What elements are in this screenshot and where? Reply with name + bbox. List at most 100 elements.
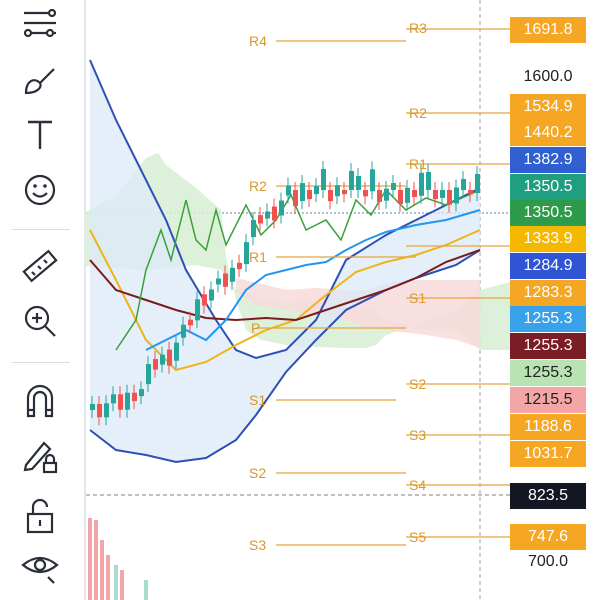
candle	[279, 200, 284, 216]
text-tool-icon	[28, 120, 52, 149]
price-axis-label: 1600.0	[523, 68, 573, 85]
pivot-label: S5	[409, 529, 427, 545]
ruler-tool-icon	[22, 249, 58, 283]
chart-canvas[interactable]	[86, 0, 600, 600]
current-price-tag: 823.5	[510, 483, 586, 509]
candle	[356, 176, 361, 190]
trend-line-tool-button[interactable]	[12, 2, 68, 46]
price-tag: 1283.3	[510, 280, 586, 306]
pivot-label: S2	[409, 376, 427, 392]
price-tag: 1350.5	[510, 200, 586, 226]
price-tag: 1255.3	[510, 333, 586, 359]
candle	[440, 189, 445, 198]
candle	[293, 190, 298, 207]
hide-drawings-tool-icon	[21, 556, 59, 584]
price-tag: 1534.9	[510, 94, 586, 120]
candle	[125, 392, 130, 410]
unlock-tool-icon	[26, 498, 54, 534]
pivot-label: R1	[409, 156, 427, 172]
candle	[146, 364, 151, 385]
pivot-label: S1	[409, 290, 427, 306]
candle	[447, 190, 452, 205]
candle	[426, 172, 431, 190]
candle	[188, 319, 193, 326]
candle	[258, 215, 263, 224]
candle	[370, 169, 375, 192]
price-tag: 747.6	[510, 524, 586, 550]
candle	[160, 354, 165, 365]
candle	[174, 342, 179, 361]
candle	[167, 349, 172, 366]
price-axis-label: 700.0	[527, 553, 569, 570]
candle	[223, 273, 228, 287]
pivot-label: P	[251, 320, 261, 336]
candle	[265, 211, 270, 219]
candle	[468, 190, 473, 195]
candle	[307, 190, 312, 200]
candle	[272, 206, 277, 221]
candle	[335, 185, 340, 197]
candle	[363, 190, 368, 197]
hide-drawings-tool-button[interactable]	[12, 545, 68, 589]
pivot-label: R2	[409, 105, 427, 121]
candle	[398, 190, 403, 204]
magnet-tool-icon	[26, 384, 54, 418]
zoom-in-tool-icon	[24, 305, 56, 337]
pivot-label: R1	[249, 249, 267, 265]
emoji-tool-icon	[24, 174, 56, 206]
candle	[118, 394, 123, 410]
candle	[237, 262, 242, 270]
candle	[454, 187, 459, 204]
pivot-label: S1	[249, 392, 267, 408]
price-tag: 1215.5	[510, 387, 586, 413]
pivot-label: S3	[409, 427, 427, 443]
magnet-tool-button[interactable]	[12, 378, 68, 422]
candle	[195, 299, 200, 321]
candle	[139, 389, 144, 397]
price-chart[interactable]: R3 R4 R2 R1 R2 R1 S1 P S2 S1 S3 S2 S4 S3…	[86, 0, 600, 600]
candle	[202, 294, 207, 306]
lock-drawings-tool-button[interactable]	[12, 433, 68, 477]
zoom-in-tool-button[interactable]	[12, 299, 68, 343]
pivot-label: R3	[409, 20, 427, 36]
lock-drawings-tool-icon	[23, 441, 58, 474]
price-tag: 1691.8	[510, 17, 586, 43]
candle	[286, 185, 291, 196]
price-tag: 1284.9	[510, 253, 586, 279]
candle	[405, 187, 410, 203]
pivot-label: S2	[249, 465, 267, 481]
ruler-tool-button[interactable]	[12, 244, 68, 288]
candle	[377, 190, 382, 202]
candle	[153, 359, 158, 370]
price-tag: 1382.9	[510, 147, 586, 173]
candle	[181, 324, 186, 338]
candle	[391, 183, 396, 190]
drawing-toolbar	[0, 0, 86, 600]
trend-line-tool-icon	[23, 8, 57, 38]
price-tag: 1255.3	[510, 306, 586, 332]
candle	[97, 404, 102, 418]
candle	[251, 220, 256, 238]
candle	[412, 190, 417, 197]
pivot-label: S3	[249, 537, 267, 553]
price-tag: 1255.3	[510, 360, 586, 386]
brush-tool-icon	[24, 68, 55, 95]
candle	[461, 179, 466, 190]
pivot-label: R4	[249, 33, 267, 49]
candle	[475, 174, 480, 193]
text-tool-button[interactable]	[12, 113, 68, 157]
brush-tool-button[interactable]	[12, 57, 68, 101]
candle	[244, 242, 249, 265]
emoji-tool-button[interactable]	[12, 168, 68, 212]
unlock-tool-button[interactable]	[12, 494, 68, 538]
candle	[216, 278, 221, 285]
candle	[384, 188, 389, 201]
candle	[328, 190, 333, 202]
candle	[104, 403, 109, 418]
candle	[321, 169, 326, 190]
pivot-label: R2	[249, 178, 267, 194]
price-tag: 1188.6	[510, 414, 586, 440]
candle	[230, 267, 235, 282]
price-tag: 1333.9	[510, 226, 586, 252]
pivot-label: S4	[409, 477, 427, 493]
